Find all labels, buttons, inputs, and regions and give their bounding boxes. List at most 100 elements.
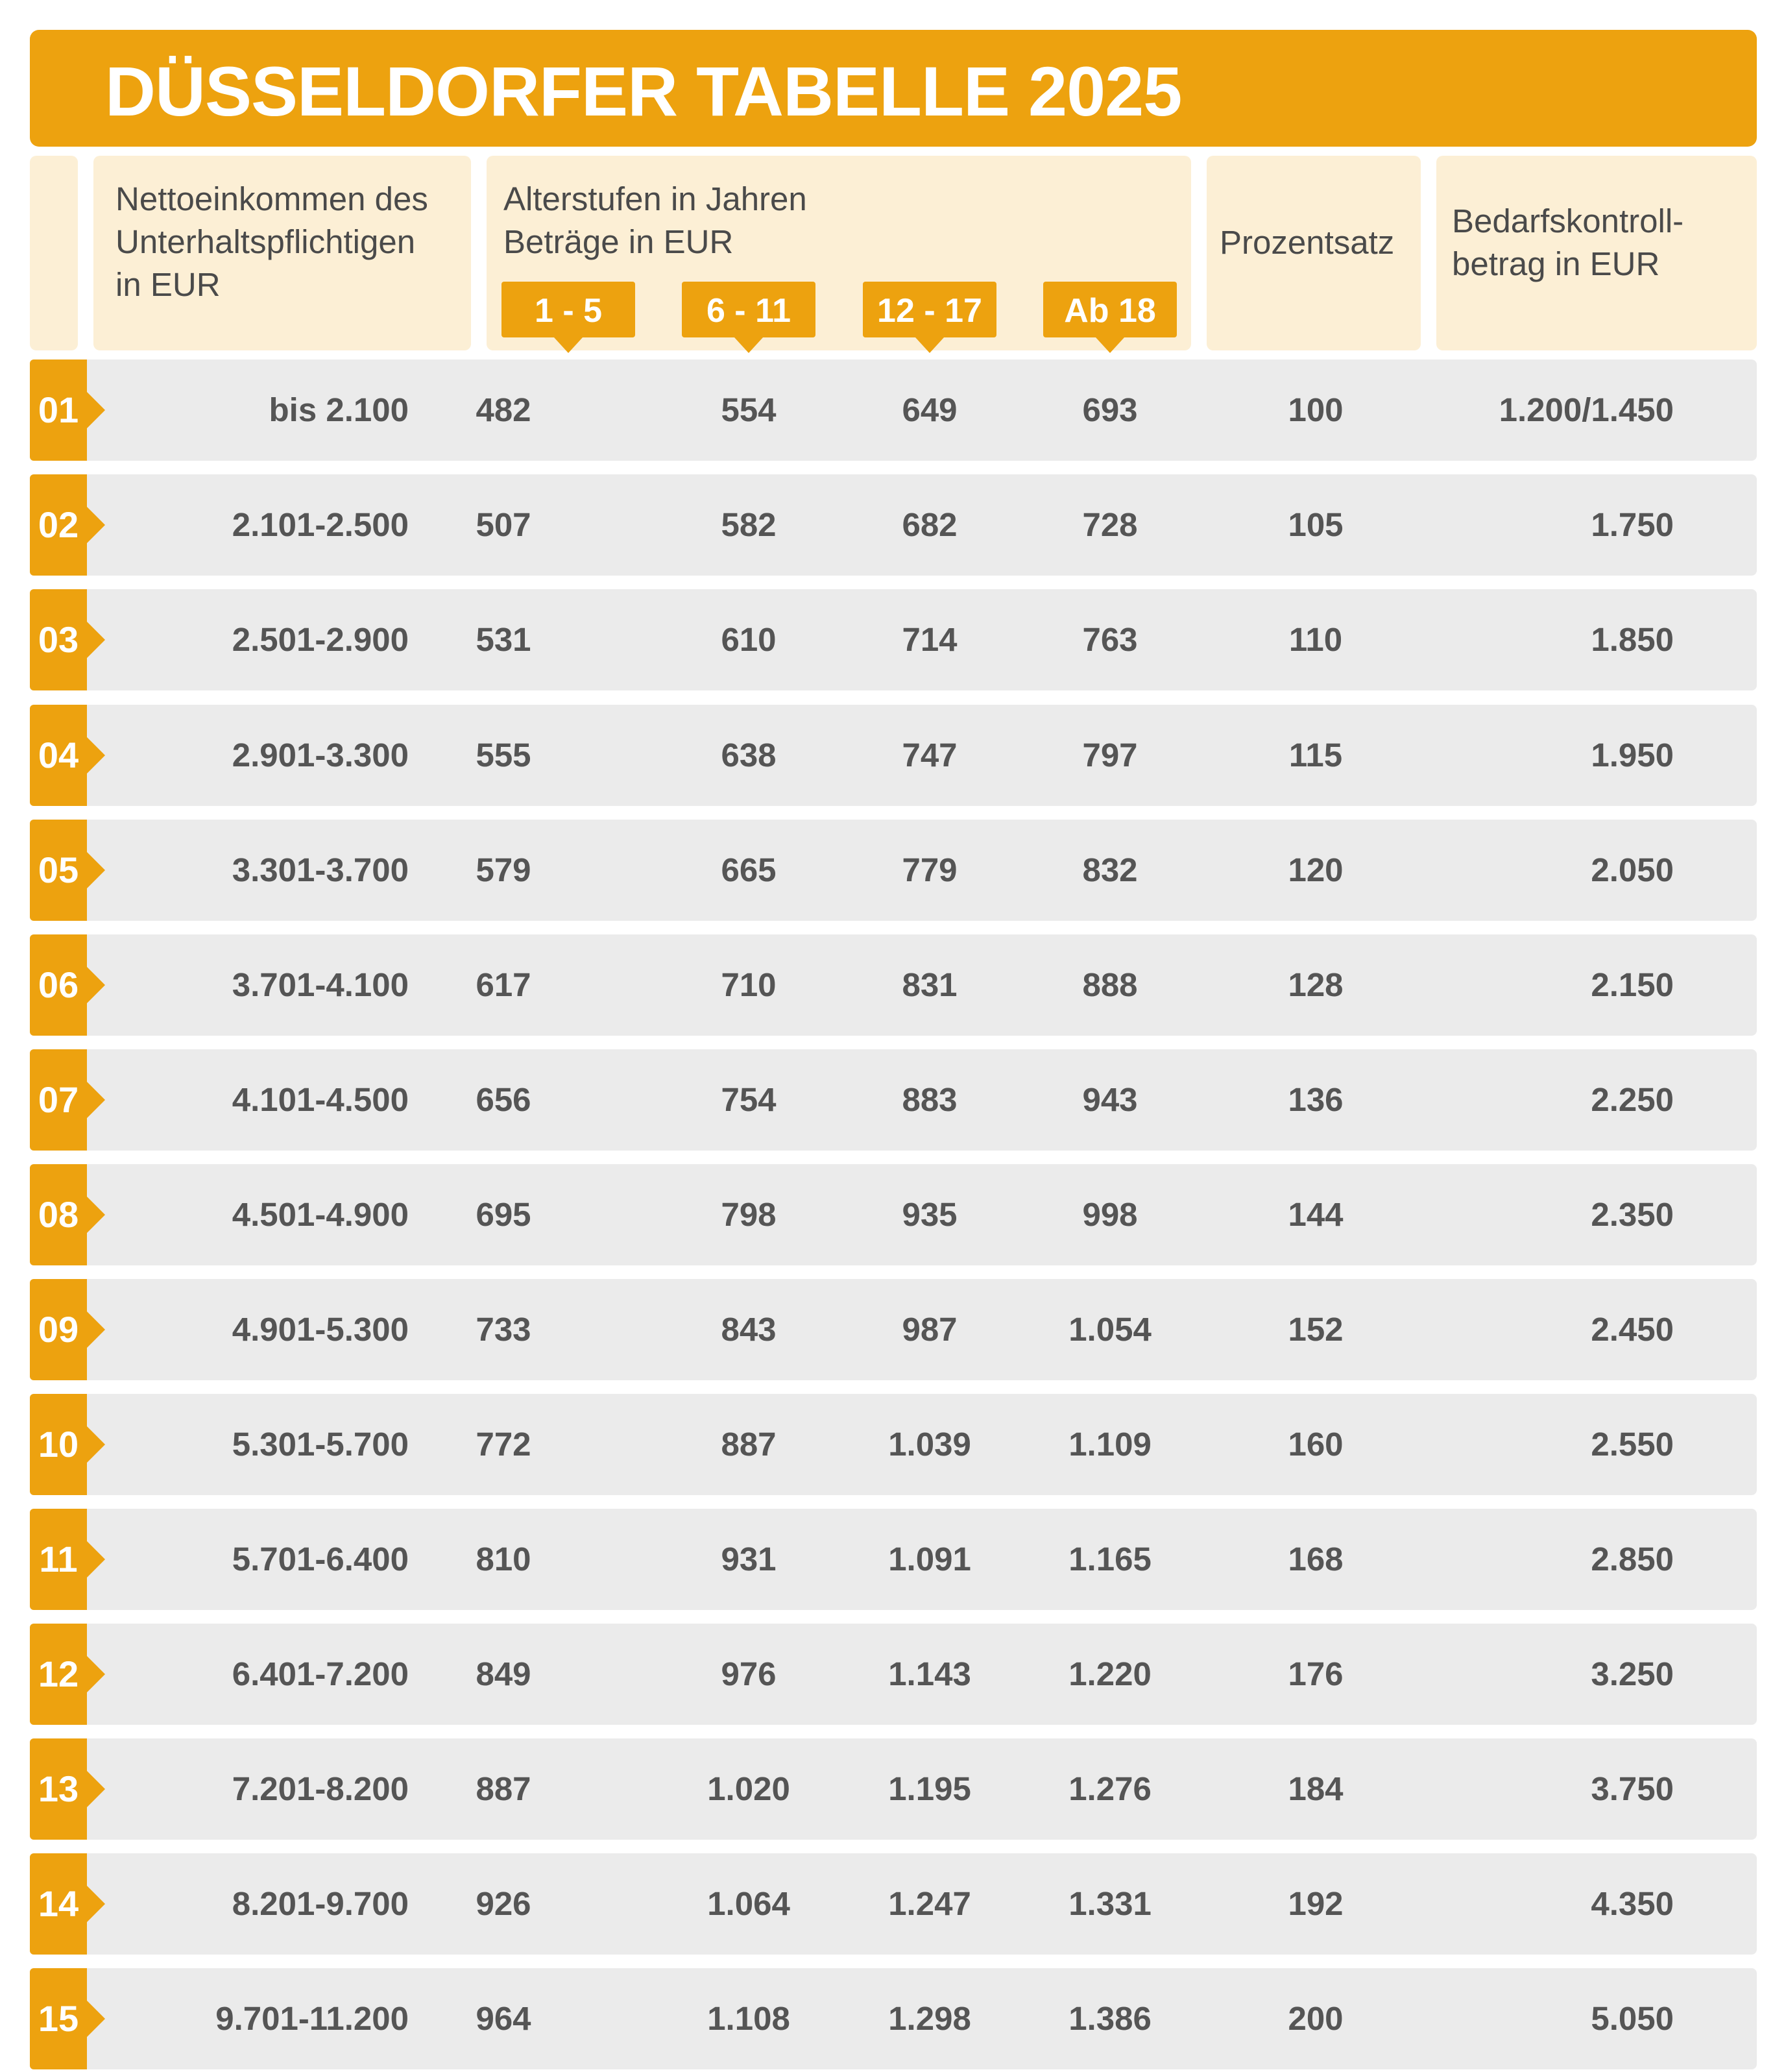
income-cell: 2.501-2.900 [232,621,409,658]
row-background [30,1164,1757,1265]
row-number-tab [30,1853,105,1955]
age-ab-18-cell: 728 [1082,506,1138,543]
table-row: 04 2.901-3.300 555 638 747 797 115 1.950 [30,705,1757,806]
row-number-tab [30,1279,105,1380]
percent-cell: 168 [1288,1541,1344,1578]
age-12-17-cell: 1.039 [888,1426,971,1463]
age-1-5-cell: 926 [476,1885,531,1922]
age-6-11-cell: 1.108 [707,2000,790,2037]
table-row: 07 4.101-4.500 656 754 883 943 136 2.250 [30,1049,1757,1151]
bedarf-cell: 1.950 [1591,737,1674,774]
header-number-cell [30,156,78,350]
bedarf-cell: 3.250 [1591,1655,1674,1692]
row-number-tab [30,1509,105,1610]
age-badge-ab-18: Ab 18 [1043,282,1177,353]
row-background [30,1049,1757,1151]
header-percent-label: Prozentsatz [1220,224,1395,261]
bedarf-cell: 2.350 [1591,1196,1674,1233]
age-ab-18-cell: 943 [1082,1081,1138,1118]
row-background [30,1509,1757,1610]
income-cell: 4.101-4.500 [232,1081,409,1118]
table-row: 03 2.501-2.900 531 610 714 763 110 1.850 [30,589,1757,690]
age-6-11-cell: 710 [721,966,777,1003]
age-ab-18-cell: 763 [1082,621,1138,658]
age-6-11-cell: 754 [721,1081,777,1118]
age-1-5-cell: 507 [476,506,531,543]
header-bedarf-cell: Bedarfskontroll- betrag in EUR [1436,156,1757,350]
title-bar: DÜSSELDORFER TABELLE 2025 [30,30,1757,147]
header-income-cell: Nettoeinkommen des Unterhaltspflichtigen… [93,156,471,350]
row-number: 01 [38,389,79,430]
age-1-5-cell: 772 [476,1426,531,1463]
table-row: 15 9.701-11.200 964 1.108 1.298 1.386 200 5.050 [30,1968,1757,2069]
row-number-tab [30,474,105,576]
bedarf-cell: 4.350 [1591,1885,1674,1922]
income-cell: 2.101-2.500 [232,506,409,543]
table-row: 13 7.201-8.200 887 1.020 1.195 1.276 184 3.750 [30,1738,1757,1840]
bedarf-cell: 5.050 [1591,2000,1674,2037]
row-number: 04 [38,735,79,775]
age-1-5-cell: 617 [476,966,531,1003]
table-row: 12 6.401-7.200 849 976 1.143 1.220 176 3.250 [30,1624,1757,1725]
age-6-11-cell: 976 [721,1655,777,1692]
age-ab-18-cell: 1.331 [1068,1885,1152,1922]
row-number: 13 [38,1768,79,1809]
row-number-tab [30,589,105,690]
age-ab-18-cell: 693 [1082,391,1138,428]
income-cell: 5.301-5.700 [232,1426,409,1463]
row-background [30,589,1757,690]
row-background [30,1853,1757,1955]
percent-cell: 110 [1288,621,1343,658]
age-6-11-cell: 1.064 [707,1885,790,1922]
age-6-11-cell: 610 [721,621,777,658]
age-6-11-cell: 798 [721,1196,777,1233]
row-number: 11 [39,1539,78,1579]
percent-cell: 136 [1288,1081,1344,1118]
income-cell: 7.201-8.200 [232,1770,409,1807]
table-row: 11 5.701-6.400 810 931 1.091 1.165 168 2.850 [30,1509,1757,1610]
bedarf-cell: 2.250 [1591,1081,1674,1118]
row-number: 02 [38,504,79,545]
table-row: 10 5.301-5.700 772 887 1.039 1.109 160 2.550 [30,1394,1757,1495]
age-badge-12-17: 12 - 17 [863,282,996,353]
age-ab-18-cell: 1.386 [1068,2000,1152,2037]
age-ab-18-cell: 832 [1082,851,1138,888]
bedarf-cell: 2.450 [1591,1311,1674,1348]
age-12-17-cell: 747 [902,737,958,774]
header-percent-cell: Prozentsatz [1207,156,1421,350]
row-background [30,1968,1757,2069]
age-1-5-cell: 482 [476,391,531,428]
age-12-17-cell: 831 [902,966,958,1003]
age-1-5-cell: 531 [476,621,531,658]
percent-cell: 144 [1288,1196,1344,1233]
age-6-11-cell: 1.020 [707,1770,790,1807]
row-background [30,1394,1757,1495]
table-row: 06 3.701-4.100 617 710 831 888 128 2.150 [30,934,1757,1036]
table-row: 01 bis 2.100 482 554 649 693 100 1.200/1.450 [30,360,1757,461]
header-income-label: Nettoeinkommen des Unterhaltspflichtigen… [115,180,428,303]
age-12-17-cell: 714 [902,621,958,658]
bedarf-cell: 3.750 [1591,1770,1674,1807]
row-number: 15 [38,1998,79,2039]
bedarf-cell: 1.200/1.450 [1499,391,1674,428]
bedarf-cell: 2.850 [1591,1541,1674,1578]
table-row: 09 4.901-5.300 733 843 987 1.054 152 2.450 [30,1279,1757,1380]
age-12-17-cell: 987 [902,1311,958,1348]
row-number-tab [30,1624,105,1725]
age-1-5-cell: 555 [476,737,531,774]
percent-cell: 184 [1288,1770,1344,1807]
age-ab-18-cell: 1.276 [1068,1770,1152,1807]
row-background [30,1738,1757,1840]
age-1-5-cell: 656 [476,1081,531,1118]
header-bedarf-label: Bedarfskontroll- betrag in EUR [1452,202,1684,282]
header-ages-label: Alterstufen in Jahren Beträge in EUR [503,180,807,260]
age-1-5-cell: 695 [476,1196,531,1233]
income-cell: bis 2.100 [269,391,409,428]
age-badge-1-5: 1 - 5 [501,282,635,353]
percent-cell: 100 [1288,391,1344,428]
income-cell: 6.401-7.200 [232,1655,409,1692]
age-1-5-cell: 579 [476,851,531,888]
age-12-17-cell: 1.298 [888,2000,971,2037]
income-cell: 5.701-6.400 [232,1541,409,1578]
row-number-tab [30,1049,105,1151]
